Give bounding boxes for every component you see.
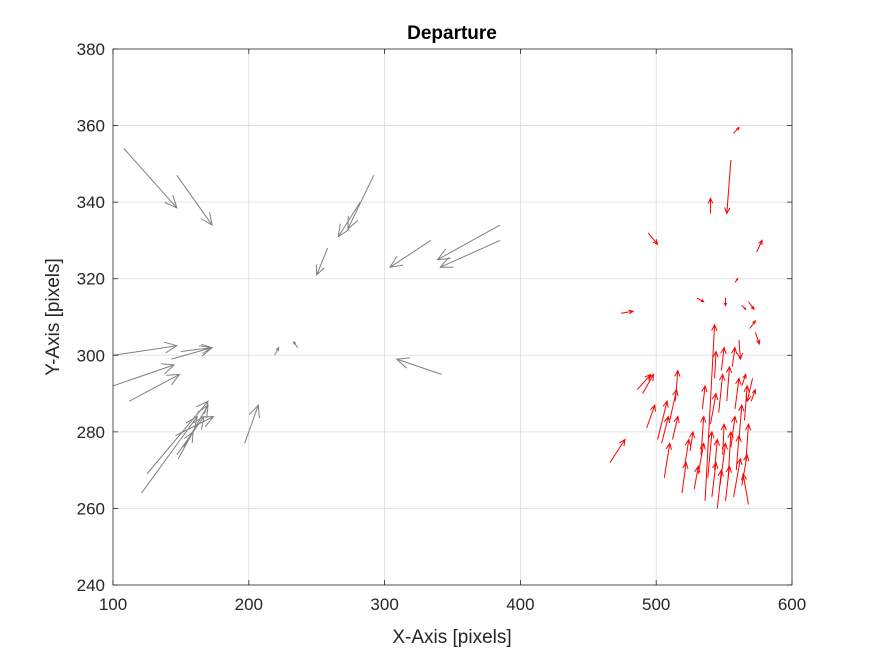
red-arrow-series [609, 126, 763, 509]
vector-arrow [646, 403, 656, 429]
vector-arrow [176, 175, 213, 227]
x-axis-label: X-Axis [pixels] [392, 627, 511, 648]
vector-arrow [274, 346, 280, 356]
x-tick-label: 400 [506, 595, 534, 614]
vector-arrow [733, 126, 740, 134]
vector-arrow [688, 430, 696, 452]
vector-arrow [609, 438, 626, 463]
vector-arrow [395, 357, 442, 375]
vector-arrow [738, 403, 745, 440]
vector-arrow [733, 457, 743, 497]
vector-arrow [636, 373, 652, 391]
y-axis-label: Y-Axis [pixels] [43, 258, 64, 376]
vector-arrow [720, 422, 727, 455]
vector-arrow [388, 239, 432, 268]
vector-arrow [129, 373, 181, 402]
vector-arrow [347, 175, 375, 230]
vector-arrow [681, 461, 689, 494]
vector-arrow [663, 442, 672, 478]
y-tick-label: 380 [77, 40, 105, 59]
x-tick-label: 200 [235, 595, 263, 614]
vector-arrow [113, 341, 179, 356]
vector-arrow [315, 247, 329, 277]
vector-arrow [741, 305, 747, 311]
vector-arrow [756, 239, 763, 253]
vector-arrow [730, 346, 738, 367]
vector-arrow [750, 388, 757, 402]
vector-arrow [701, 384, 708, 409]
y-tick-label: 340 [77, 193, 105, 212]
vector-arrow [748, 301, 755, 311]
vector-arrow [175, 415, 215, 437]
vector-arrow [647, 232, 659, 246]
vector-arrow [743, 384, 750, 421]
vector-arrow [696, 297, 705, 303]
axis-ticks: 100 200 300 400 500 600 240 260 280 300 320 340 360 3… [77, 40, 807, 614]
vector-arrow [744, 422, 752, 463]
vector-arrow [707, 197, 714, 214]
vector-arrow [741, 373, 747, 387]
vector-arrow [725, 365, 733, 402]
y-tick-label: 240 [77, 576, 105, 595]
vector-arrow [730, 415, 738, 448]
vector-arrow [684, 438, 692, 467]
vector-arrow [180, 343, 214, 354]
vector-arrow [710, 392, 719, 425]
vector-arrow [177, 430, 194, 459]
vector-arrow [244, 403, 260, 444]
vector-arrow [736, 339, 744, 361]
vector-arrow [720, 346, 727, 371]
vector-arrow [337, 201, 361, 238]
vector-arrow [642, 373, 655, 394]
vector-arrow [734, 277, 739, 283]
vector-arrow [754, 332, 761, 345]
vector-arrow [657, 400, 669, 440]
vector-arrow [436, 224, 501, 261]
arrow-field [113, 126, 763, 509]
vector-arrow [292, 340, 299, 348]
grid-lines [113, 49, 792, 585]
x-tick-label: 100 [99, 595, 127, 614]
vector-arrow [704, 323, 718, 501]
vector-arrow [741, 472, 749, 505]
y-tick-label: 320 [77, 270, 105, 289]
x-tick-label: 300 [370, 595, 398, 614]
vector-arrow [183, 404, 209, 448]
vector-arrow [713, 438, 720, 471]
vector-arrow [734, 377, 742, 409]
vector-arrow [723, 297, 728, 307]
vector-arrow [672, 415, 680, 440]
y-tick-label: 360 [77, 117, 105, 136]
y-tick-label: 300 [77, 346, 105, 365]
axes-box [112, 48, 793, 586]
vector-arrow [745, 378, 754, 403]
vector-arrow [439, 239, 501, 268]
vector-arrow [620, 309, 635, 315]
vector-arrow [724, 159, 732, 215]
y-tick-label: 280 [77, 423, 105, 442]
vector-arrow [674, 369, 681, 402]
vector-arrow [700, 415, 707, 455]
y-tick-label: 260 [77, 499, 105, 518]
chart-title: Departure [407, 23, 497, 44]
x-tick-label: 600 [778, 595, 806, 614]
x-tick-label: 500 [642, 595, 670, 614]
vector-arrow [749, 319, 756, 329]
vector-arrow [718, 373, 726, 413]
vector-arrow [123, 148, 178, 209]
vector-arrow [707, 430, 715, 478]
plot-area [113, 49, 792, 585]
vector-arrow [712, 350, 719, 379]
vector-arrow [711, 461, 719, 497]
vector-arrow [113, 363, 176, 387]
vector-arrow [661, 415, 671, 444]
gray-arrow-series [113, 148, 501, 494]
